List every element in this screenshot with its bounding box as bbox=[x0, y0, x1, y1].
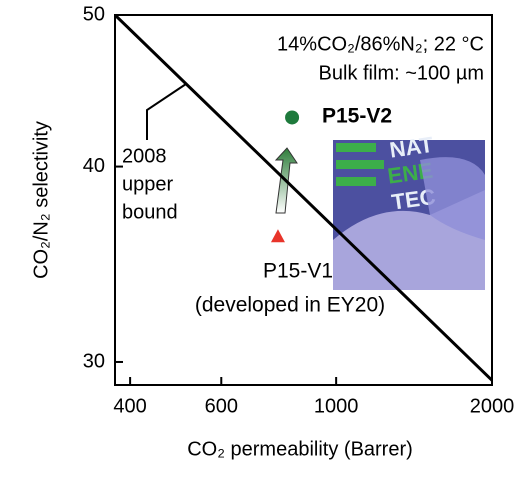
y-tick-label: 30 bbox=[83, 350, 105, 372]
point bbox=[285, 110, 299, 124]
x-tick-label: 600 bbox=[205, 395, 238, 417]
series-note: (developed in EY20) bbox=[195, 294, 385, 317]
y-tick-label: 40 bbox=[83, 155, 105, 177]
series-label: P15-V2 bbox=[322, 105, 392, 128]
upper-bound-label: bound bbox=[122, 201, 178, 223]
y-tick-label: 50 bbox=[83, 3, 105, 25]
series-label: P15-V1 bbox=[263, 260, 333, 283]
leader-line bbox=[147, 84, 186, 140]
annotation: Bulk film: ~100 µm bbox=[319, 62, 484, 84]
point bbox=[271, 229, 285, 242]
x-tick-label: 2000 bbox=[470, 395, 515, 417]
x-axis-label: CO₂ permeability (Barrer) bbox=[187, 438, 413, 460]
y-axis-label: CO₂/N₂ selectivity bbox=[30, 121, 52, 279]
chart: NAT ENE TEC CO₂/N₂ selectivity CO₂ perme… bbox=[0, 0, 519, 475]
upper-bound-label: 2008 bbox=[122, 145, 167, 167]
x-tick-label: 1000 bbox=[314, 395, 359, 417]
annotation: 14%CO₂/86%N₂; 22 °C bbox=[277, 33, 484, 55]
x-tick-label: 400 bbox=[113, 395, 146, 417]
photo-inset: NAT ENE TEC bbox=[333, 132, 485, 290]
upper-bound-label: upper bbox=[122, 173, 173, 195]
